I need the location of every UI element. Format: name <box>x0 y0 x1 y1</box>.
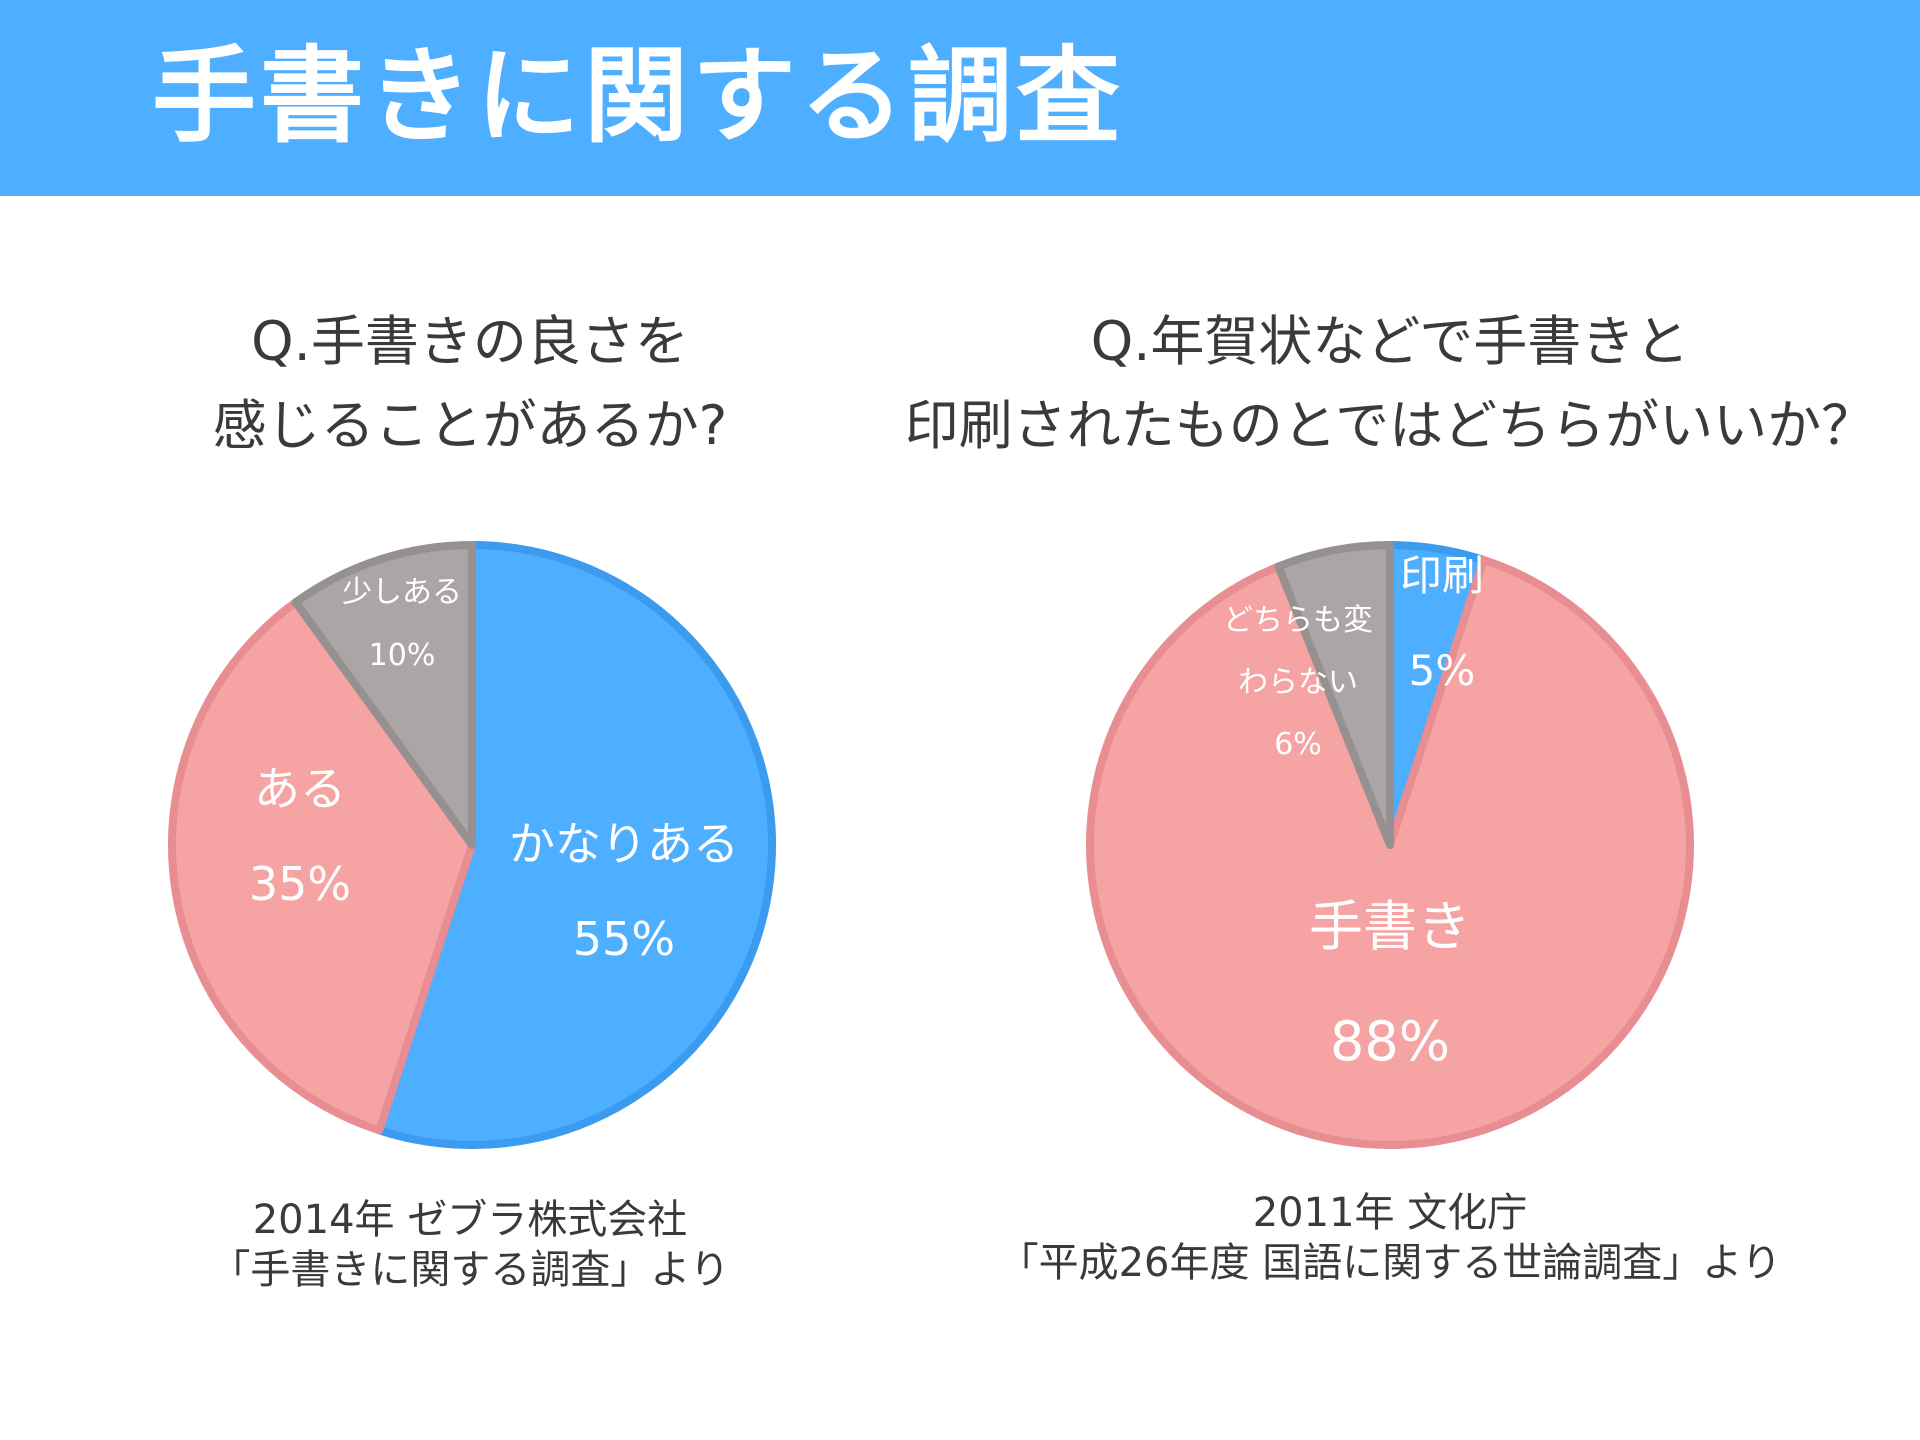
chart-1-question-line-2: 感じることがあるか? <box>212 394 728 457</box>
chart-1-slices <box>168 541 776 1149</box>
chart-1-source: 2014年 ゼブラ株式会社 「手書きに関する調査」より <box>130 1195 810 1295</box>
chart-1-slice-2 <box>168 598 476 1135</box>
chart-1-slice-3-value-label: 10% <box>369 638 436 673</box>
chart-1-slice-2-value-label: 35% <box>249 857 351 911</box>
page-title: 手書きに関する調査 <box>152 35 1125 157</box>
chart-1-slice-3 <box>291 541 476 849</box>
title-banner: 手書きに関する調査 <box>0 0 1920 196</box>
chart-2-slice-3-label-line-1: どちらも変 <box>1223 603 1373 638</box>
chart-2-question-line-2: 印刷されたものとではどちらがいいか？ <box>904 394 1876 457</box>
chart-2-slice-3-label-line-2: わらない <box>1238 665 1358 700</box>
chart-1-question-line-1: Q.手書きの良さを <box>251 310 689 373</box>
chart-2-source-line-2: 「平成26年度 国語に関する世論調査」より <box>998 1240 1782 1286</box>
chart-2-slice-2-label: 手書き <box>1309 895 1471 958</box>
chart-2-question-line-1: Q.年賀状などで手書きと <box>1090 310 1690 373</box>
chart-2-question: Q.年賀状などで手書きと 印刷されたものとではどちらがいいか？ <box>880 300 1900 468</box>
chart-2-source-line-1: 2011年 文化庁 <box>1252 1190 1528 1236</box>
chart-2-slice-3-value-label: 6% <box>1274 727 1322 762</box>
chart-1-slice-1-value-label: 55% <box>573 912 675 966</box>
chart-2-slices <box>1086 541 1694 1149</box>
chart-1-slice-1-label: かなりある <box>509 817 739 871</box>
chart-1-slice-2-label: ある <box>254 762 346 816</box>
chart-2-source: 2011年 文化庁 「平成26年度 国語に関する世論調査」より <box>880 1188 1900 1288</box>
chart-2-slice-3 <box>1274 541 1394 849</box>
chart-1-source-line-2: 「手書きに関する調査」より <box>210 1247 730 1293</box>
chart-1-slice-1 <box>375 541 776 1149</box>
chart-2-slice-1-label: 印刷 <box>1400 551 1484 600</box>
chart-2-slice-1-value-label: 5% <box>1409 646 1476 695</box>
chart-1-source-line-1: 2014年 ゼブラ株式会社 <box>252 1197 688 1243</box>
chart-1-slice-3-label: 少しある <box>342 575 462 610</box>
chart-1-question: Q.手書きの良さを 感じることがあるか? <box>130 300 810 468</box>
chart-2-slice-2-value-label: 88% <box>1330 1010 1450 1073</box>
chart-2-slice-2 <box>1086 555 1694 1149</box>
